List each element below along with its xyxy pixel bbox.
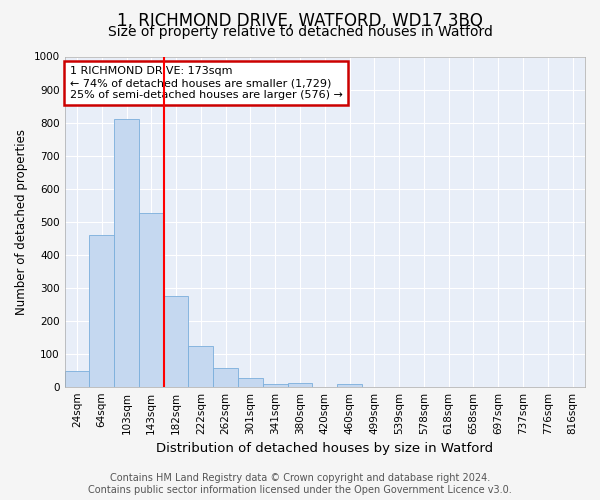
Bar <box>238 378 263 386</box>
Bar <box>65 371 89 386</box>
Bar <box>114 119 139 386</box>
Bar <box>89 235 114 386</box>
Bar <box>213 368 238 386</box>
Bar <box>263 384 287 386</box>
Bar <box>287 382 313 386</box>
Text: 1 RICHMOND DRIVE: 173sqm
← 74% of detached houses are smaller (1,729)
25% of sem: 1 RICHMOND DRIVE: 173sqm ← 74% of detach… <box>70 66 343 100</box>
Text: Contains HM Land Registry data © Crown copyright and database right 2024.
Contai: Contains HM Land Registry data © Crown c… <box>88 474 512 495</box>
Bar <box>188 346 213 387</box>
Y-axis label: Number of detached properties: Number of detached properties <box>15 128 28 314</box>
Bar <box>164 296 188 386</box>
X-axis label: Distribution of detached houses by size in Watford: Distribution of detached houses by size … <box>156 442 493 455</box>
Text: Size of property relative to detached houses in Watford: Size of property relative to detached ho… <box>107 25 493 39</box>
Bar <box>337 384 362 386</box>
Bar <box>139 214 164 386</box>
Text: 1, RICHMOND DRIVE, WATFORD, WD17 3BQ: 1, RICHMOND DRIVE, WATFORD, WD17 3BQ <box>117 12 483 30</box>
